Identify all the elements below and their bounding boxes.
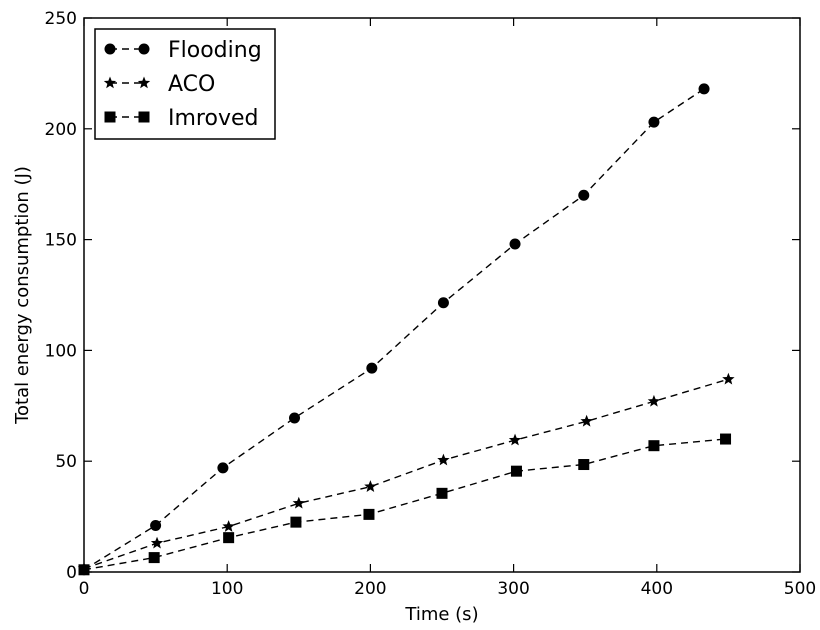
x-tick-label: 400 [641,579,673,599]
axis-layer: 0 100 200 300 400 500 0 50 100 150 200 250 [45,9,817,599]
data-point-imroved [720,433,732,445]
data-point-imroved [223,532,235,544]
y-tick-label: 150 [45,231,77,251]
legend-marker-aco [137,76,151,89]
data-point-imroved [578,459,590,471]
legend-label-aco: ACO [168,72,215,97]
data-point-flooding [648,116,660,128]
legend-label-flooding: Flooding [168,38,262,63]
legend-label-imroved: Imroved [168,106,258,131]
x-tick-label: 200 [354,579,386,599]
series-line-imroved [83,438,726,571]
data-point-aco [647,394,661,407]
data-point-flooding [366,362,378,374]
data-point-flooding [437,297,449,309]
legend-box [94,28,276,140]
legend-marker-aco [103,76,117,89]
y-tick-label: 0 [66,563,77,583]
legend-marker-flooding [138,43,150,55]
data-point-aco [722,372,735,385]
data-point-imroved [648,440,660,452]
legend-entry-imroved: Imroved [104,106,258,131]
series-imroved [78,433,732,576]
x-tick-label: 300 [497,579,529,599]
plot-frame [83,17,801,573]
series-layer [77,83,735,576]
legend: Flooding ACO Imroved [94,28,276,140]
data-point-aco [437,453,450,466]
data-point-flooding [150,519,162,531]
x-tick-label: 0 [79,579,90,599]
data-point-flooding [289,412,301,424]
series-line-aco [83,378,729,570]
data-point-flooding [217,462,229,474]
data-point-aco [508,433,522,446]
y-tick-label: 50 [55,452,77,472]
data-point-imroved [436,487,448,499]
y-tick-label: 250 [45,9,77,29]
y-tick-label: 100 [45,341,77,361]
legend-marker-flooding [104,43,116,55]
legend-entry-aco: ACO [103,72,215,97]
data-point-imroved [510,465,522,477]
y-tick-label: 200 [45,120,77,140]
data-point-imroved [363,508,375,520]
x-tick-label: 100 [211,579,243,599]
legend-entry-flooding: Flooding [104,38,262,63]
series-line-flooding [83,88,705,571]
y-axis-label: Total energy consumption (J) [12,166,33,425]
data-point-aco [222,520,235,532]
data-point-imroved [290,516,302,528]
series-flooding [78,83,710,576]
legend-marker-imroved [138,111,150,123]
legend-marker-imroved [104,111,116,123]
data-point-aco [580,414,593,427]
data-point-flooding [578,189,590,201]
data-point-imroved [148,552,160,564]
data-point-aco [150,536,164,549]
x-tick-label: 500 [784,579,816,599]
x-axis-label: Time (s) [404,604,478,625]
data-point-aco [292,496,305,509]
data-point-flooding [509,238,521,250]
data-point-flooding [698,83,710,95]
data-point-aco [364,480,377,492]
